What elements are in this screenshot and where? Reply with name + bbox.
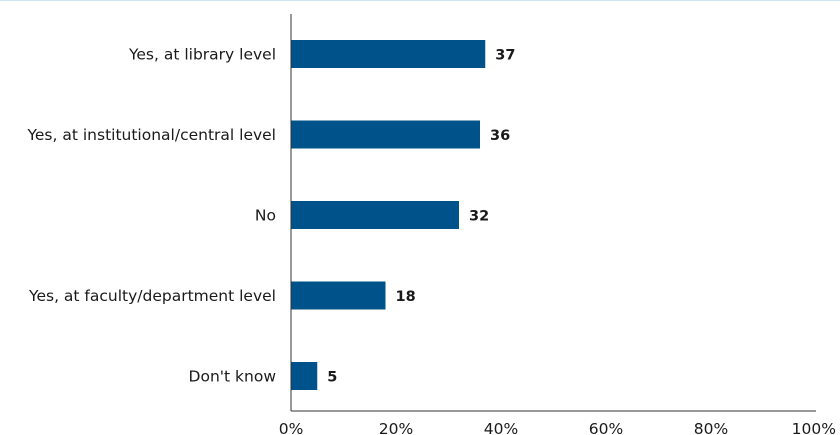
bar-yes-at-library-level xyxy=(291,40,486,68)
value-label-yes-at-faculty-department-level: 18 xyxy=(396,289,416,305)
value-label-yes-at-institutional-central-level: 36 xyxy=(490,128,510,144)
x-tick-label: 40% xyxy=(484,420,518,435)
category-label-don-t-know: Don't know xyxy=(189,368,277,386)
category-label-yes-at-faculty-department-level: Yes, at faculty/department level xyxy=(28,287,276,305)
category-label-yes-at-library-level: Yes, at library level xyxy=(128,46,276,64)
x-tick-label: 100% xyxy=(792,420,836,435)
category-labels: Yes, at library level Yes, at institution… xyxy=(26,46,276,386)
value-label-don-t-know: 5 xyxy=(327,370,337,386)
bar-no xyxy=(291,201,459,229)
x-tick-labels: 0% 20% 40% 60% 80% 100% xyxy=(279,420,836,435)
x-tick-label: 20% xyxy=(379,420,413,435)
axes xyxy=(290,14,816,412)
bars-group xyxy=(291,40,486,390)
category-label-no: No xyxy=(255,207,276,225)
value-label-yes-at-library-level: 37 xyxy=(495,48,515,64)
top-rule xyxy=(0,0,840,1)
category-label-yes-at-institutional-central-level: Yes, at institutional/central level xyxy=(26,126,276,144)
x-tick-label: 80% xyxy=(694,420,728,435)
bar-don-t-know xyxy=(291,362,318,390)
value-label-no: 32 xyxy=(469,209,489,225)
x-tick-label: 0% xyxy=(279,420,304,435)
value-labels: 37 36 32 18 5 xyxy=(327,48,515,386)
bar-yes-at-institutional-central-level xyxy=(291,120,480,149)
bar-yes-at-faculty-department-level xyxy=(291,281,386,310)
x-tick-label: 60% xyxy=(589,420,623,435)
